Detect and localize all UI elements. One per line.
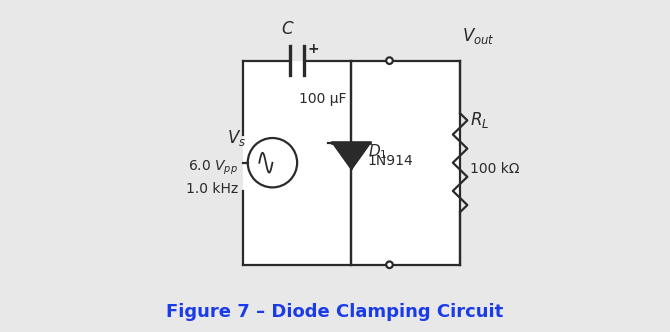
Polygon shape (334, 143, 370, 169)
Text: 100 kΩ: 100 kΩ (470, 162, 519, 176)
Bar (243, 61, 460, 265)
Text: Figure 7 – Diode Clamping Circuit: Figure 7 – Diode Clamping Circuit (166, 303, 504, 321)
Circle shape (248, 138, 297, 187)
Text: 1.0 kHz: 1.0 kHz (186, 182, 238, 196)
Text: $D_1$: $D_1$ (368, 142, 387, 160)
Text: 6.0 $V_{pp}$: 6.0 $V_{pp}$ (188, 158, 238, 177)
Circle shape (386, 57, 393, 64)
Text: 100 μF: 100 μF (299, 92, 346, 106)
Circle shape (386, 262, 393, 268)
Text: $R_L$: $R_L$ (470, 110, 489, 130)
Text: 1N914: 1N914 (368, 154, 413, 168)
Text: +: + (307, 42, 319, 56)
Text: $V_s$: $V_s$ (227, 128, 246, 148)
Text: $C$: $C$ (281, 20, 295, 38)
Text: $V_{out}$: $V_{out}$ (462, 26, 494, 46)
